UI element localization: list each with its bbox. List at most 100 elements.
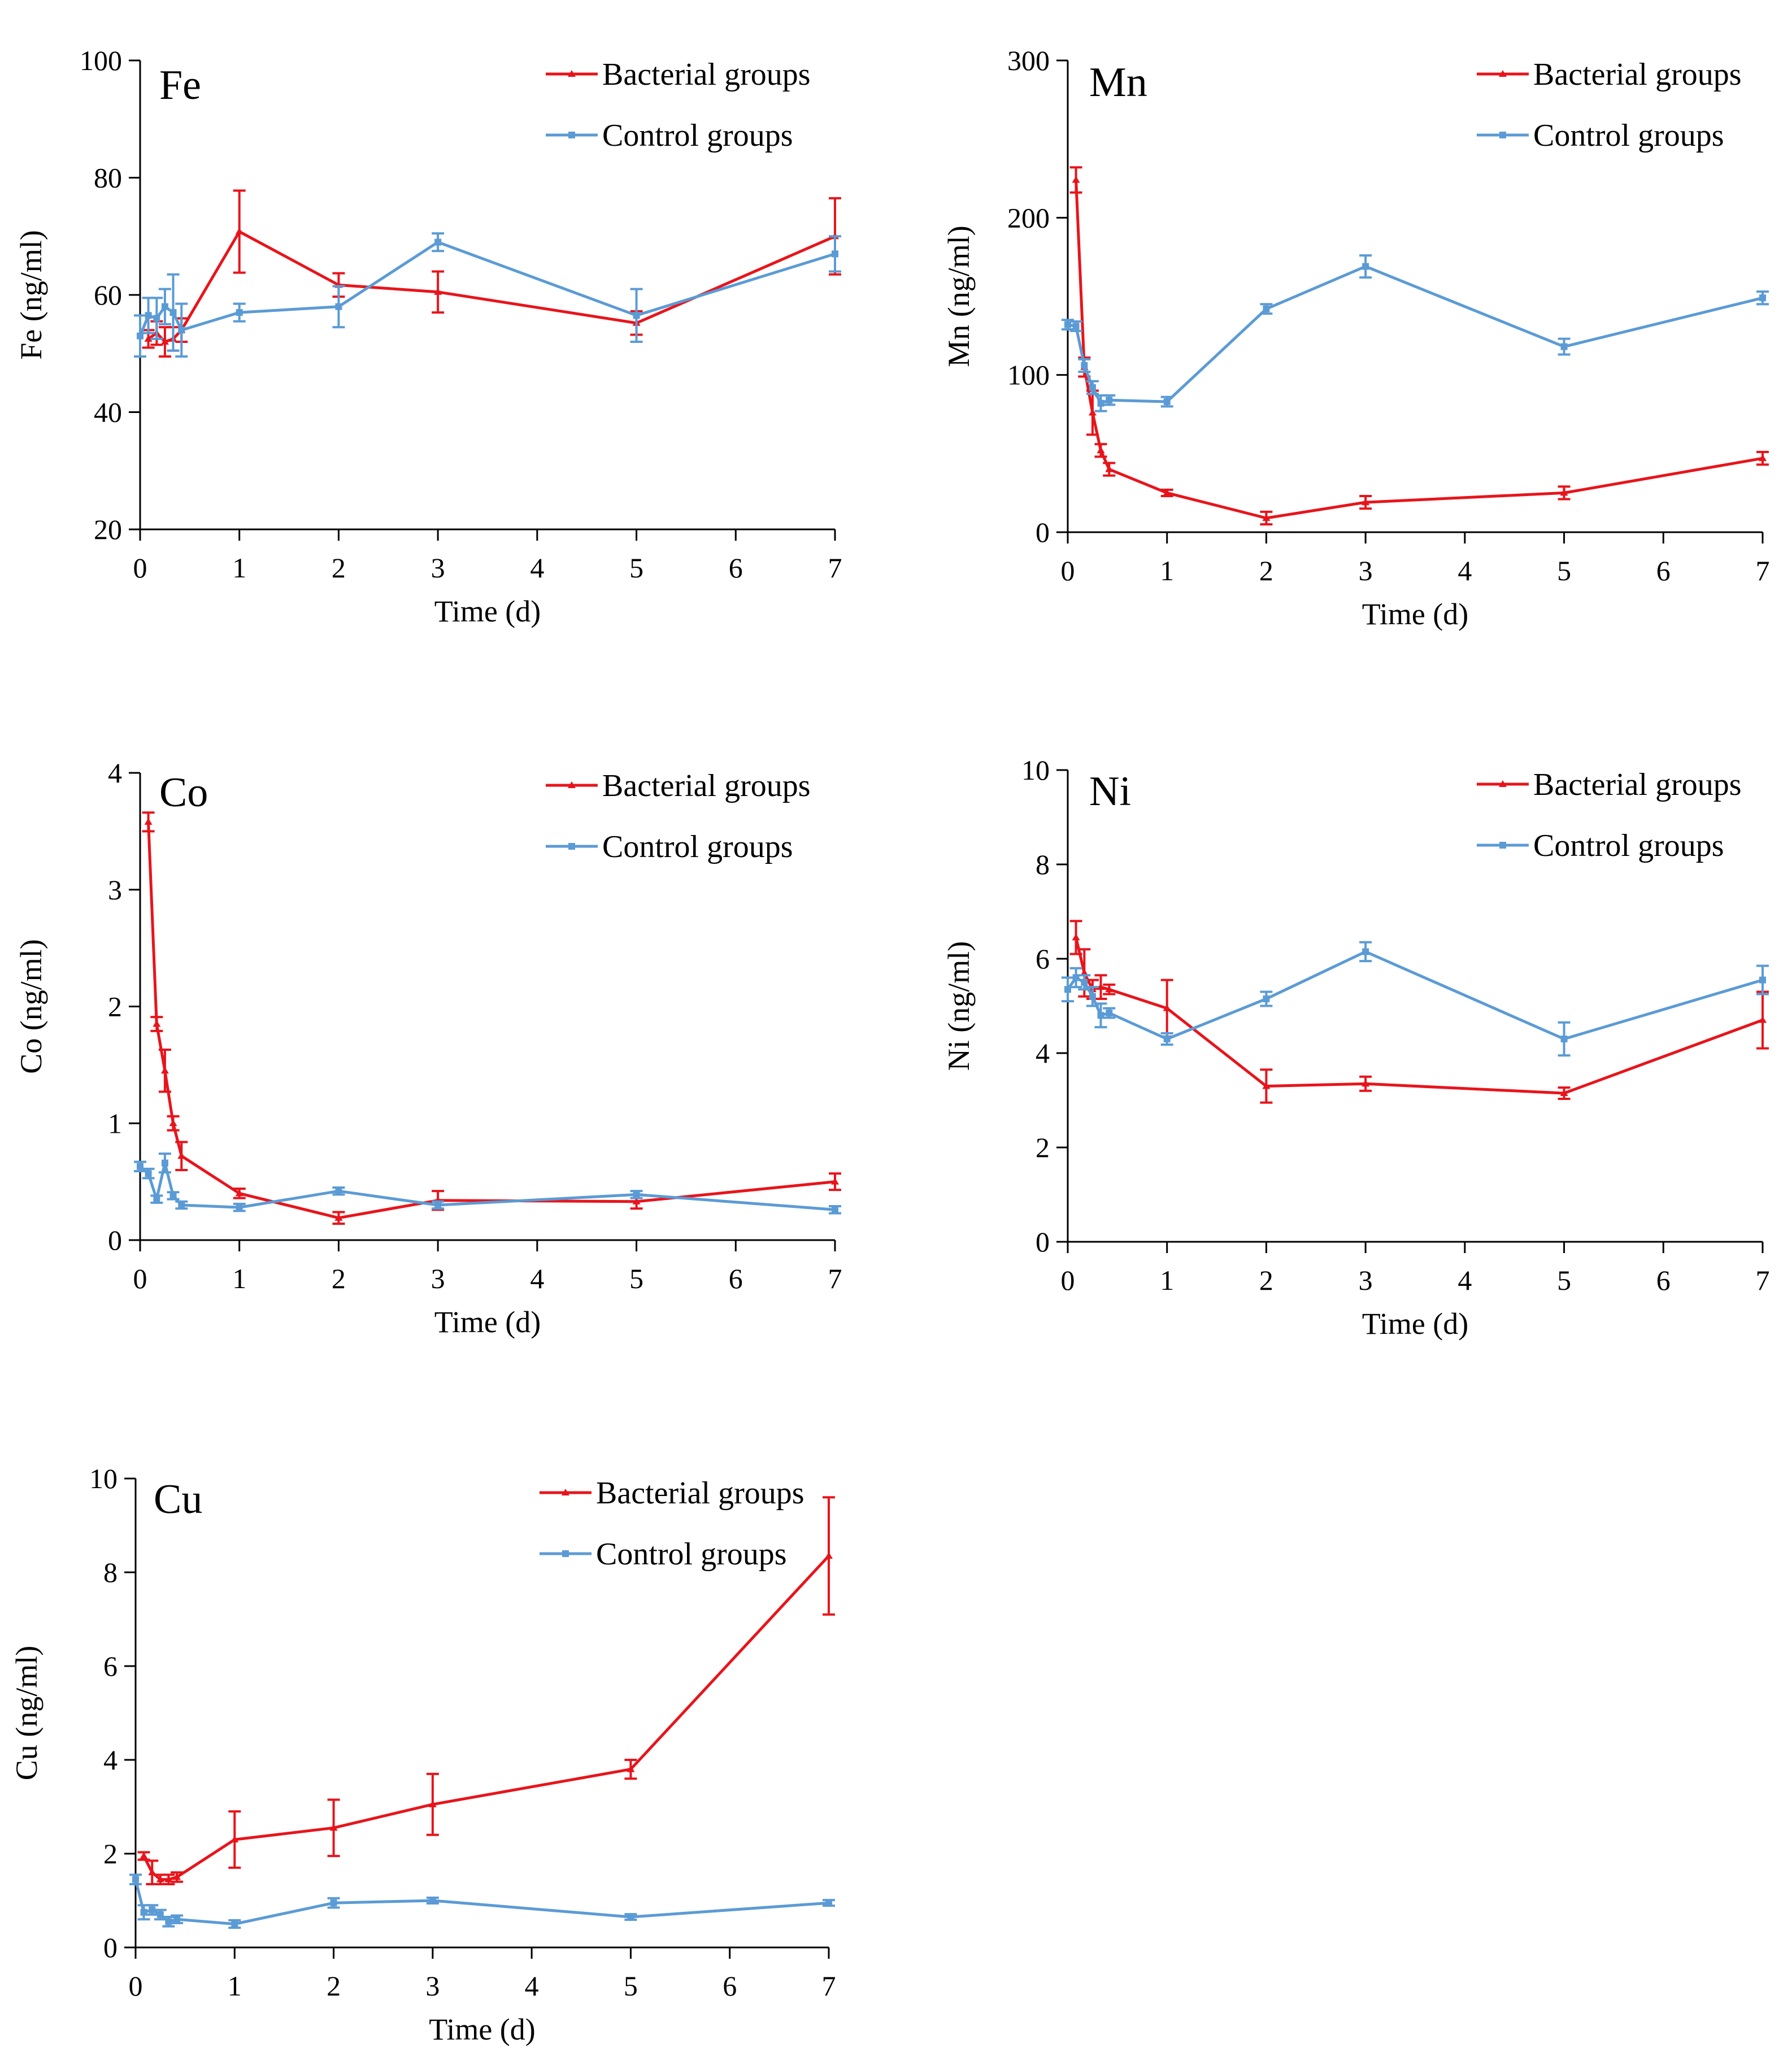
- co-bacterial-point: [632, 1197, 641, 1205]
- ni-bacterial-point: [1163, 1004, 1171, 1011]
- ni-y-tick-label: 0: [1036, 1226, 1050, 1258]
- cu-control-point: [165, 1918, 172, 1925]
- co-control-line: [139, 1162, 836, 1211]
- cu-legend-label: Bacterial groups: [596, 1476, 804, 1511]
- mn-x-tick-label: 5: [1557, 555, 1571, 586]
- ni-control-line: [1066, 950, 1763, 1041]
- ni-x-tick-label: 7: [1756, 1264, 1770, 1296]
- ni-bacterial-point: [1097, 983, 1105, 990]
- co-legend-marker: [568, 843, 575, 850]
- cu-x-axis-title: Time (d): [429, 2012, 536, 2046]
- co-bacterial-point: [144, 818, 153, 825]
- mn-y-tick-label: 200: [1007, 202, 1050, 233]
- fe-bacterial-point: [144, 334, 153, 342]
- fe-panel-title: Fe: [159, 62, 201, 108]
- co-y-tick-label: 3: [108, 874, 122, 906]
- co-control-point: [236, 1204, 243, 1211]
- cu-control-point: [149, 1906, 156, 1914]
- co-control-point: [137, 1163, 143, 1170]
- mn-y-tick-label: 300: [1007, 45, 1050, 76]
- fe-bacterial-point: [434, 288, 442, 295]
- ni-y-tick-label: 6: [1036, 943, 1050, 975]
- fe-x-tick-label: 4: [530, 552, 544, 584]
- ni-bacterial-point: [1262, 1082, 1271, 1089]
- ni-bacterial-line: [1075, 937, 1763, 1095]
- co-bacterial-point: [169, 1119, 177, 1127]
- fe-legend: Bacterial groups Control groups: [546, 57, 811, 153]
- ni-control-point: [1097, 1012, 1104, 1019]
- co-control-point: [161, 1159, 168, 1167]
- fe-x-tick-label: 0: [133, 552, 147, 584]
- mn-y-axis-title: Mn (ng/ml): [942, 225, 976, 367]
- co-y-tick-label: 0: [108, 1224, 122, 1256]
- fe-y-tick-label: 100: [80, 45, 122, 76]
- ni-control-point: [1759, 976, 1766, 984]
- cu-y-tick-label: 4: [103, 1744, 118, 1776]
- co-bacterial-point: [334, 1214, 343, 1221]
- mn-control-point: [1097, 399, 1104, 407]
- co-y-axis-title: Co (ng/ml): [14, 939, 48, 1074]
- ni-x-tick-label: 0: [1061, 1264, 1075, 1296]
- ni-bacterial-point: [1362, 1080, 1370, 1087]
- cu-y-tick-label: 6: [103, 1650, 118, 1682]
- co-y-tick-label: 2: [108, 991, 122, 1023]
- cu-legend-label: Control groups: [596, 1537, 787, 1572]
- cu-control-point: [627, 1914, 634, 1921]
- cu-legend-marker: [562, 1550, 569, 1557]
- co-y-tick-label: 4: [108, 757, 122, 789]
- ni-y-tick-label: 8: [1036, 849, 1050, 880]
- fe-y-tick-label: 40: [94, 397, 122, 428]
- ni-y-tick-label: 2: [1036, 1132, 1050, 1163]
- co-control-point: [169, 1192, 177, 1199]
- ni-control-point: [1163, 1035, 1171, 1042]
- ni-bacterial-point: [1560, 1089, 1568, 1096]
- co-bacterial-line: [147, 821, 836, 1220]
- cu-control-point: [429, 1897, 436, 1904]
- mn-chart: 0 100 200 300 0 1 2 3 4 5 6 7 Time (d) Mn (ng/ml) Mn Ba…: [942, 45, 1770, 631]
- cu-control-point: [173, 1916, 181, 1923]
- cu-bacterial-point: [156, 1875, 164, 1882]
- ni-bacterial-point: [1072, 933, 1080, 941]
- co-x-tick-label: 6: [729, 1263, 743, 1294]
- fe-y-tick-label: 80: [94, 162, 122, 194]
- ni-control-point: [1072, 974, 1080, 981]
- fe-x-tick-label: 3: [431, 552, 445, 584]
- ni-control-point: [1106, 1010, 1113, 1017]
- cu-control-point: [330, 1899, 337, 1907]
- ni-x-tick-label: 2: [1259, 1264, 1273, 1296]
- cu-y-tick-label: 0: [103, 1932, 118, 1963]
- co-bacterial-point: [177, 1152, 186, 1159]
- ni-y-tick-label: 10: [1021, 754, 1050, 786]
- mn-legend-label: Bacterial groups: [1533, 57, 1742, 92]
- mn-control-point: [1263, 305, 1270, 312]
- mn-x-tick-label: 7: [1756, 555, 1770, 586]
- fe-control-point: [178, 327, 185, 334]
- ni-y-axis-title: Ni (ng/ml): [942, 941, 976, 1071]
- co-x-tick-label: 3: [431, 1263, 445, 1294]
- cu-x-tick-label: 7: [822, 1970, 836, 2002]
- ni-legend: Bacterial groups Control groups: [1477, 767, 1742, 863]
- cu-x-tick-label: 4: [525, 1970, 539, 2002]
- mn-legend-marker: [1499, 132, 1506, 138]
- cu-bacterial-point: [627, 1765, 635, 1772]
- mn-legend-marker: [1499, 70, 1507, 77]
- ni-panel-title: Ni: [1089, 768, 1131, 815]
- mn-control-point: [1560, 343, 1568, 350]
- ni-control-series: [1062, 941, 1769, 1057]
- co-x-tick-label: 1: [232, 1263, 246, 1294]
- ni-control-point: [1362, 948, 1369, 955]
- fe-y-axis-title: Fe (ng/ml): [14, 230, 48, 359]
- ni-bacterial-point: [1080, 969, 1089, 976]
- mn-control-point: [1106, 397, 1113, 404]
- cu-y-tick-label: 10: [89, 1463, 118, 1494]
- cu-control-point: [231, 1920, 238, 1928]
- mn-control-point: [1089, 384, 1096, 391]
- co-control-point: [153, 1195, 160, 1203]
- ni-x-tick-label: 5: [1557, 1264, 1571, 1296]
- fe-control-point: [335, 303, 342, 310]
- cu-bacterial-point: [329, 1824, 338, 1831]
- mn-control-line: [1067, 265, 1763, 405]
- ni-bacterial-point: [1105, 985, 1114, 993]
